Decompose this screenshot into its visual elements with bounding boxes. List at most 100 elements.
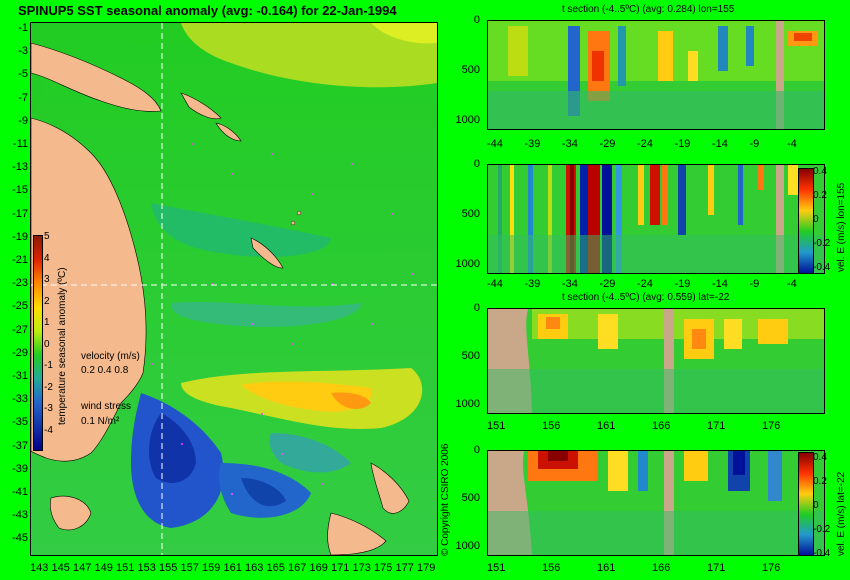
velocity-scale: 0.2 0.4 0.8 bbox=[81, 365, 129, 376]
longitude-tick: 151 bbox=[116, 562, 135, 574]
panel2-colorbar bbox=[798, 168, 814, 274]
longitude-tick: 157 bbox=[180, 562, 199, 574]
panel2-colorbar-tick: 0.2 bbox=[813, 190, 827, 201]
sst-colorbar-tick: -4 bbox=[44, 424, 53, 436]
panel1-xtick: -34 bbox=[562, 138, 578, 150]
panel3-xtick: 171 bbox=[707, 420, 726, 432]
longitude-tick: 145 bbox=[51, 562, 70, 574]
panel2-colorbar-label: vel. E (m/s) lon=155 bbox=[836, 182, 847, 272]
sst-colorbar-tick: 5 bbox=[44, 231, 50, 242]
longitude-tick: 171 bbox=[331, 562, 350, 574]
sst-colorbar bbox=[33, 235, 43, 451]
panel3-xtick: 151 bbox=[487, 420, 506, 432]
panel2-colorbar-tick: -0.4 bbox=[813, 262, 831, 273]
sst-colorbar-tick: -3 bbox=[44, 403, 53, 414]
latitude-tick: -9 bbox=[18, 114, 28, 127]
sst-colorbar-tick: 2 bbox=[44, 295, 50, 307]
panel4-plot[interactable] bbox=[487, 450, 825, 556]
panel2-ytick: 0 bbox=[473, 158, 480, 170]
sst-map[interactable]: 5 4 3 2 1 0 -1 -2 -3 -4 temperature seasonal anom… bbox=[30, 22, 438, 556]
panel1-title: t section (-4..5ºC) (avg: 0.284) lon=155 bbox=[562, 4, 735, 15]
panel4-colorbar-tick: 0.4 bbox=[813, 452, 827, 463]
longitude-tick: 155 bbox=[159, 562, 178, 574]
panel2-xtick: -19 bbox=[674, 278, 691, 290]
panel4-xtick: 151 bbox=[487, 562, 506, 574]
panel4-xtick: 171 bbox=[707, 562, 726, 574]
sst-colorbar-tick: -2 bbox=[44, 381, 53, 393]
latitude-tick: -39 bbox=[12, 462, 28, 475]
panel1-ytick: 500 bbox=[461, 64, 480, 76]
latitude-tick: -45 bbox=[12, 532, 28, 545]
panel4-colorbar-tick: -0.4 bbox=[813, 548, 831, 559]
panel2-xtick: -34 bbox=[562, 278, 578, 290]
panel4-ytick: 0 bbox=[473, 444, 480, 456]
longitude-tick: 153 bbox=[137, 562, 156, 574]
panel1-xtick: -24 bbox=[637, 138, 653, 150]
panel1-xtick: -4 bbox=[787, 138, 797, 150]
longitude-tick: 165 bbox=[266, 562, 285, 574]
panel1-xtick: -9 bbox=[749, 138, 760, 150]
panel4-colorbar-tick: 0 bbox=[813, 500, 819, 511]
panel3-plot[interactable] bbox=[487, 308, 825, 414]
panel2-xtick: -29 bbox=[599, 278, 616, 290]
longitude-tick: 143 bbox=[30, 562, 49, 574]
longitude-tick: 169 bbox=[309, 562, 328, 574]
latitude-tick: -31 bbox=[12, 370, 28, 382]
panel4-xtick: 176 bbox=[762, 562, 781, 574]
latitude-tick: -29 bbox=[12, 346, 28, 359]
panel1-ytick: 1000 bbox=[455, 114, 480, 126]
sst-colorbar-tick: 1 bbox=[44, 317, 50, 328]
latitude-tick: -13 bbox=[12, 161, 28, 174]
latitude-tick: -1 bbox=[18, 22, 28, 34]
panel2-xtick: -4 bbox=[787, 278, 797, 290]
latitude-tick: -3 bbox=[18, 45, 28, 58]
panel4-xtick: 156 bbox=[542, 562, 561, 574]
longitude-tick: 149 bbox=[94, 562, 113, 574]
latitude-tick: -25 bbox=[12, 300, 28, 313]
panel4-ytick: 1000 bbox=[455, 540, 480, 552]
sst-map-graphic bbox=[31, 23, 437, 555]
panel1-xtick: -39 bbox=[524, 138, 541, 150]
latitude-tick: -43 bbox=[12, 509, 28, 522]
velocity-label: velocity (m/s) bbox=[81, 351, 140, 362]
panel4-colorbar-tick: 0.2 bbox=[813, 476, 827, 487]
longitude-tick: 159 bbox=[202, 562, 221, 574]
latitude-tick: -19 bbox=[12, 230, 28, 243]
panel3-xtick: 166 bbox=[652, 420, 671, 432]
latitude-tick: -23 bbox=[12, 277, 28, 290]
latitude-tick: -17 bbox=[12, 207, 28, 220]
panel2-xtick: -9 bbox=[749, 278, 760, 290]
panel1-plot[interactable] bbox=[487, 20, 825, 130]
panel3-xtick: 161 bbox=[597, 420, 616, 432]
panel2-plot[interactable] bbox=[487, 164, 825, 274]
panel1-graphic bbox=[488, 21, 824, 129]
panel4-xtick: 161 bbox=[597, 562, 616, 574]
latitude-tick: -41 bbox=[12, 486, 28, 498]
latitude-tick: -7 bbox=[18, 91, 28, 104]
longitude-tick: 175 bbox=[374, 562, 393, 574]
wind-label: wind stress bbox=[81, 401, 132, 412]
panel3-ytick: 0 bbox=[473, 302, 480, 314]
wind-scale: 0.1 N/m² bbox=[81, 416, 120, 427]
latitude-tick: -21 bbox=[12, 254, 28, 266]
longitude-tick: 163 bbox=[245, 562, 264, 574]
panel2-graphic bbox=[488, 165, 824, 273]
panel2-colorbar-tick: -0.2 bbox=[813, 238, 831, 249]
sst-colorbar-tick: 3 bbox=[44, 274, 50, 285]
panel3-ytick: 1000 bbox=[455, 398, 480, 410]
panel3-title: t section (-4..5ºC) (avg: 0.559) lat=-22 bbox=[562, 292, 730, 303]
sst-colorbar-tick: 4 bbox=[44, 252, 50, 264]
panel1-xtick: -14 bbox=[712, 138, 728, 150]
longitude-tick: 177 bbox=[395, 562, 414, 574]
longitude-tick: 179 bbox=[417, 562, 436, 574]
latitude-tick: -5 bbox=[18, 68, 28, 81]
panel4-ytick: 500 bbox=[461, 492, 480, 504]
latitude-tick: -15 bbox=[12, 184, 28, 197]
longitude-tick: 147 bbox=[73, 562, 92, 574]
panel1-ytick: 0 bbox=[473, 14, 480, 26]
panel4-xtick: 166 bbox=[652, 562, 671, 574]
panel2-ytick: 1000 bbox=[455, 258, 480, 270]
copyright: © Copyright CSIRO 2006 bbox=[440, 443, 451, 556]
longitude-tick: 173 bbox=[352, 562, 371, 574]
latitude-tick: -37 bbox=[12, 439, 28, 452]
